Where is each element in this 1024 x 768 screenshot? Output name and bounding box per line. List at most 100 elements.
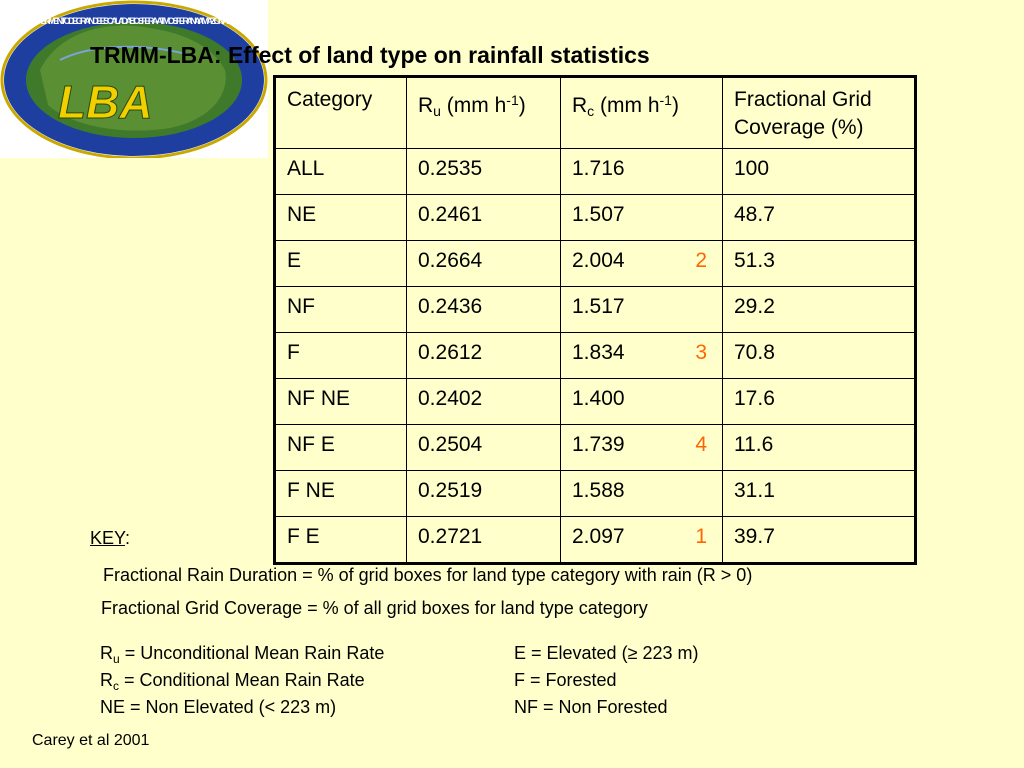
cell-category: E (274, 240, 407, 287)
cell-coverage: 17.6 (722, 378, 916, 425)
definition-left: Ru = Unconditional Mean Rain Rate (100, 640, 514, 667)
cell-ru: 0.2436 (406, 286, 561, 333)
definition-symbol: R (100, 670, 113, 690)
cell-rc: 1.739 4 (560, 424, 723, 471)
table-row: NF NE 0.2402 1.400 17.6 (274, 378, 916, 425)
rank-label: 1 (695, 525, 707, 548)
table-header-row: Category Ru (mm h-1) Rc (mm h-1) Fractio… (274, 76, 916, 149)
cell-category: F (274, 332, 407, 379)
definition-row: NE = Non Elevated (< 223 m) NF = Non For… (100, 694, 698, 721)
cell-coverage: 48.7 (722, 194, 916, 241)
definition-symbol-sub: u (113, 652, 120, 666)
table-row: F E 0.2721 2.097 1 39.7 (274, 516, 916, 564)
cell-coverage: 39.7 (722, 516, 916, 564)
definition-left: Rc = Conditional Mean Rain Rate (100, 667, 514, 694)
cell-ru: 0.2519 (406, 470, 561, 517)
cell-rc: 1.834 3 (560, 332, 723, 379)
rc-value: 1.834 (572, 341, 625, 364)
definition-left: NE = Non Elevated (< 223 m) (100, 694, 514, 721)
cell-coverage: 11.6 (722, 424, 916, 471)
table-row: NF 0.2436 1.517 29.2 (274, 286, 916, 333)
cell-ru: 0.2461 (406, 194, 561, 241)
header-category-label: Category (287, 88, 373, 111)
key-heading-colon: : (125, 528, 131, 548)
header-rc-sub: c (587, 103, 595, 119)
definitions-list: Ru = Unconditional Mean Rain Rate E = El… (100, 640, 698, 721)
rainfall-statistics-table: Category Ru (mm h-1) Rc (mm h-1) Fractio… (273, 75, 917, 565)
header-ru-unit: (mm h (440, 94, 507, 117)
cell-category: NF E (274, 424, 407, 471)
table-row: E 0.2664 2.004 2 51.3 (274, 240, 916, 287)
cell-ru: 0.2504 (406, 424, 561, 471)
cell-category: ALL (274, 148, 407, 195)
cell-ru: 0.2535 (406, 148, 561, 195)
definition-right: E = Elevated (≥ 223 m) (514, 643, 699, 663)
header-category: Category (274, 76, 407, 149)
cell-coverage: 100 (722, 148, 916, 195)
rc-value: 2.097 (572, 525, 625, 548)
header-rc-unit-end: ) (671, 94, 679, 117)
header-coverage-label: Fractional Grid Coverage (%) (734, 88, 872, 139)
cell-category: F E (274, 516, 407, 564)
header-ru-sub: u (433, 103, 441, 119)
cell-category: F NE (274, 470, 407, 517)
cell-coverage: 70.8 (722, 332, 916, 379)
cell-category: NE (274, 194, 407, 241)
rank-label: 4 (695, 433, 707, 456)
cell-rc: 1.716 (560, 148, 723, 195)
definition-text: = Conditional Mean Rain Rate (119, 670, 365, 690)
key-heading: KEY: (90, 528, 130, 549)
header-ru-unit-sup: -1 (506, 92, 519, 108)
table-row: ALL 0.2535 1.716 100 (274, 148, 916, 195)
table-row: F 0.2612 1.834 3 70.8 (274, 332, 916, 379)
cell-rc: 1.588 (560, 470, 723, 517)
header-rc: Rc (mm h-1) (560, 76, 723, 149)
lba-logo: EXPERIMENTO DE GRANDE ESCALA DA BIOSFERA… (0, 0, 268, 160)
header-rc-unit: (mm h (594, 94, 660, 117)
table-row: NE 0.2461 1.507 48.7 (274, 194, 916, 241)
rc-value: 1.507 (572, 203, 625, 226)
cell-category: NF (274, 286, 407, 333)
rc-value: 1.517 (572, 295, 625, 318)
cell-rc: 1.400 (560, 378, 723, 425)
cell-coverage: 31.1 (722, 470, 916, 517)
table-row: NF E 0.2504 1.739 4 11.6 (274, 424, 916, 471)
cell-rc: 1.507 (560, 194, 723, 241)
header-ru-unit-end: ) (518, 94, 526, 117)
definition-symbol-sub: c (113, 679, 119, 693)
cell-category: NF NE (274, 378, 407, 425)
header-rc-unit-sup: -1 (659, 92, 672, 108)
cell-coverage: 29.2 (722, 286, 916, 333)
rank-label: 3 (695, 341, 707, 364)
cell-ru: 0.2402 (406, 378, 561, 425)
rank-label: 2 (695, 249, 707, 272)
rc-value: 1.739 (572, 433, 625, 456)
table-row: F NE 0.2519 1.588 31.1 (274, 470, 916, 517)
rc-value: 2.004 (572, 249, 625, 272)
key-line-rain-duration: Fractional Rain Duration = % of grid box… (103, 565, 753, 585)
logo-ring-text: EXPERIMENTO DE GRANDE ESCALA DA BIOSFERA… (30, 15, 240, 26)
header-ru-base: R (418, 94, 434, 117)
lba-logo-graphic: EXPERIMENTO DE GRANDE ESCALA DA BIOSFERA… (0, 0, 268, 160)
slide-title: TRMM-LBA: Effect of land type on rainfal… (90, 42, 650, 68)
header-rc-base: R (572, 94, 588, 117)
cell-ru: 0.2612 (406, 332, 561, 379)
cell-rc: 2.097 1 (560, 516, 723, 564)
cell-ru: 0.2664 (406, 240, 561, 287)
cell-rc: 1.517 (560, 286, 723, 333)
header-ru: Ru (mm h-1) (406, 76, 561, 149)
definition-row: Ru = Unconditional Mean Rain Rate E = El… (100, 640, 698, 667)
key-line-grid-coverage: Fractional Grid Coverage = % of all grid… (101, 598, 648, 618)
rc-value: 1.400 (572, 387, 625, 410)
cell-ru: 0.2721 (406, 516, 561, 564)
key-heading-label: KEY (90, 528, 126, 548)
logo-text: LBA (58, 76, 153, 128)
definition-symbol: R (100, 643, 113, 663)
cell-coverage: 51.3 (722, 240, 916, 287)
rc-value: 1.588 (572, 479, 625, 502)
rc-value: 1.716 (572, 157, 625, 180)
definition-row: Rc = Conditional Mean Rain Rate F = Fore… (100, 667, 698, 694)
citation: Carey et al 2001 (32, 732, 150, 749)
definition-right: NF = Non Forested (514, 697, 668, 717)
definition-text: NE = Non Elevated (< 223 m) (100, 697, 337, 717)
